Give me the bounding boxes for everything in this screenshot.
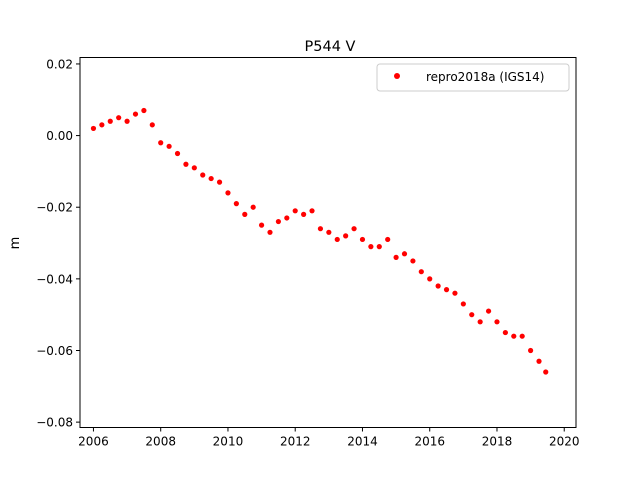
data-point [460, 301, 466, 307]
data-point [368, 244, 374, 250]
x-tick-label: 2020 [549, 435, 580, 449]
data-point [124, 118, 130, 124]
x-tick-label: 2016 [414, 435, 445, 449]
x-tick-label: 2010 [213, 435, 244, 449]
x-tick-label: 2008 [145, 435, 176, 449]
x-tick-label: 2018 [482, 435, 513, 449]
data-point [99, 122, 105, 128]
data-point [543, 369, 549, 375]
data-point [250, 204, 256, 210]
data-point [216, 179, 223, 185]
x-axis-ticks: 2006 2008 2010 2012 2014 2016 2018 2020 [78, 427, 580, 449]
data-point [385, 236, 391, 243]
data-point [511, 333, 517, 339]
data-point [174, 150, 181, 157]
data-point [334, 236, 340, 243]
y-tick-label: 0.00 [46, 129, 73, 143]
y-tick-label: −0.08 [36, 416, 73, 430]
y-tick-label: −0.06 [36, 344, 73, 358]
data-point [317, 226, 324, 232]
y-axis-ticks: 0.02 0.00 −0.02 −0.04 −0.06 −0.08 [36, 57, 80, 430]
data-point [225, 190, 231, 196]
data-point [158, 140, 164, 146]
y-tick-label: −0.04 [36, 272, 73, 286]
data-point [208, 175, 214, 182]
data-point [427, 276, 433, 282]
data-point [494, 319, 500, 325]
data-point [326, 229, 332, 235]
data-point [90, 125, 97, 132]
data-point [443, 287, 450, 293]
data-point [149, 122, 155, 128]
data-point [519, 333, 525, 339]
y-tick-label: −0.02 [36, 201, 73, 215]
data-point [242, 211, 248, 217]
data-point [485, 308, 492, 314]
y-tick-label: 0.02 [46, 57, 73, 71]
legend-box [376, 63, 570, 92]
data-point [477, 319, 483, 325]
data-point [107, 118, 113, 124]
data-point [343, 233, 349, 239]
x-tick-label: 2006 [78, 435, 109, 449]
data-points [90, 107, 549, 375]
x-tick-label: 2012 [280, 435, 311, 449]
data-point [410, 258, 416, 264]
data-point [301, 211, 307, 217]
legend: repro2018a (IGS14) [376, 63, 570, 92]
data-point [200, 172, 206, 178]
data-point [284, 215, 290, 221]
data-point [435, 283, 441, 289]
chart-title: P544 V [305, 39, 356, 55]
legend-marker [394, 73, 400, 79]
y-axis-label: m [8, 237, 23, 250]
plot-frame [79, 57, 577, 428]
data-point [141, 107, 147, 114]
data-point [258, 222, 265, 228]
data-point [191, 165, 197, 171]
data-point [267, 229, 273, 235]
data-point [528, 347, 534, 354]
data-point [359, 236, 366, 243]
data-point [309, 208, 315, 214]
data-point [401, 251, 408, 257]
data-point [116, 115, 122, 121]
data-point [452, 290, 458, 296]
legend-label: repro2018a (IGS14) [426, 70, 544, 84]
data-point [469, 312, 475, 318]
data-point [132, 111, 139, 117]
data-point [183, 161, 189, 167]
data-point [376, 244, 382, 250]
data-point [292, 208, 298, 214]
data-point [393, 254, 399, 260]
data-point [275, 218, 281, 225]
data-point [536, 358, 542, 364]
data-point [418, 269, 424, 275]
data-point [233, 201, 239, 207]
data-point [166, 143, 172, 149]
x-tick-label: 2014 [347, 435, 378, 449]
data-point [502, 329, 508, 336]
data-point [351, 226, 357, 232]
